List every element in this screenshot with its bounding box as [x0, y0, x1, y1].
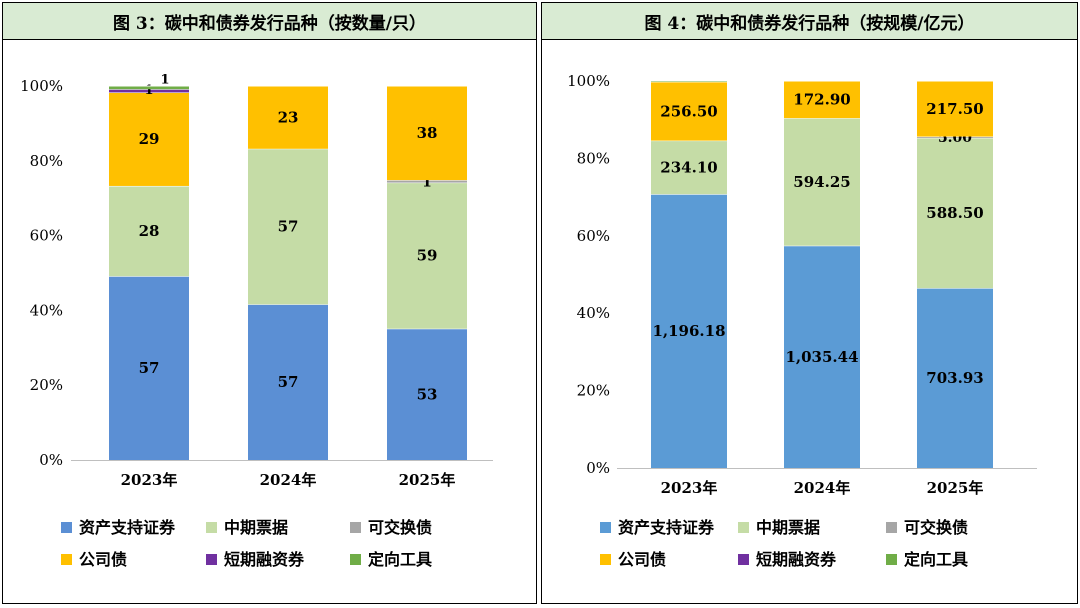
bar-segment: [109, 92, 189, 186]
data-label: 1,035.44: [785, 348, 858, 366]
x-category-label: 2023年: [661, 479, 718, 497]
bar-segment: [651, 140, 727, 195]
chart-1-svg: 0%20%40%60%80%100%572829112023年575723202…: [20, 73, 493, 569]
y-tick-label: 80%: [30, 152, 63, 170]
data-label: 29: [139, 130, 160, 148]
legend-swatch: [206, 522, 217, 533]
y-tick-label: 40%: [30, 301, 63, 319]
data-label: 57: [278, 373, 299, 391]
legend-label: 短期融资券: [756, 550, 837, 569]
x-category-label: 2024年: [260, 471, 317, 489]
data-label: 38: [417, 124, 438, 142]
legend-swatch: [206, 554, 217, 565]
chart-panel-2: 图 4：碳中和债券发行品种（按规模/亿元） 0% 20% 40% 60% 80% 100%…: [541, 2, 1078, 604]
y-tick-label: 100%: [20, 77, 63, 95]
legend-label: 中期票据: [756, 518, 820, 537]
y-tick-label: 0%: [586, 459, 610, 477]
legend-swatch: [738, 554, 749, 565]
bar-segment: [109, 185, 189, 277]
y-tick-label: 20%: [30, 376, 63, 394]
legend-swatch: [600, 554, 611, 565]
bar-segment: [387, 182, 467, 329]
legend-swatch: [350, 554, 361, 565]
bar-segment: [784, 81, 860, 119]
bar-segment: [109, 276, 189, 460]
legend-label: 可交换债: [904, 518, 968, 537]
bar-segment: [651, 81, 727, 141]
bar-segment: [917, 81, 993, 137]
legend-label: 资产支持证券: [618, 518, 715, 537]
legend-label: 公司债: [79, 550, 127, 569]
legend-swatch: [350, 522, 361, 533]
bar-segment: [784, 245, 860, 468]
legend-swatch: [61, 554, 72, 565]
bar-segment: [248, 148, 328, 305]
legend-swatch: [600, 522, 611, 533]
bar-segment: [109, 89, 189, 93]
y-tick-label: 20%: [577, 382, 610, 400]
legend-swatch: [738, 522, 749, 533]
bar-segment: [784, 118, 860, 246]
bar-segment: [248, 86, 328, 149]
bar-segment: [917, 137, 993, 289]
x-category-label: 2025年: [927, 479, 984, 497]
legend-label: 资产支持证券: [79, 518, 176, 537]
chart-panel-1: 图 3：碳中和债券发行品种（按数量/只） 0% 20% 40% 60% 80% 100% 5…: [2, 2, 537, 604]
data-label: 256.50: [660, 102, 717, 120]
chart-title-1: 图 3：碳中和债券发行品种（按数量/只）: [3, 3, 536, 40]
legend-label: 定向工具: [903, 550, 968, 569]
legend-label: 短期融资券: [224, 550, 305, 569]
data-label: 172.90: [793, 91, 850, 109]
x-category-label: 2023年: [121, 471, 178, 489]
legend-swatch: [886, 554, 897, 565]
y-tick-label: 100%: [567, 72, 610, 90]
bar-segment: [387, 180, 467, 183]
data-label: 28: [139, 222, 160, 240]
bar-segment: [248, 304, 328, 460]
legend-label: 中期票据: [224, 518, 288, 537]
bar-segment: [387, 86, 467, 181]
data-label: 1,196.18: [652, 322, 725, 340]
data-label: 1: [160, 73, 169, 88]
y-tick-label: 60%: [30, 227, 63, 245]
data-label: 594.25: [793, 173, 850, 191]
bar-segment: [917, 136, 993, 138]
data-label: 57: [278, 218, 299, 236]
legend-swatch: [61, 522, 72, 533]
legend-label: 定向工具: [367, 550, 432, 569]
chart-2-svg: 0% 20% 40% 60% 80% 100% 1,196.18 234.10 256.50 20…: [567, 72, 1037, 569]
data-label: 1: [422, 174, 432, 190]
bar-segment: [651, 194, 727, 468]
y-tick-label: 0%: [39, 451, 63, 469]
chart-title-2: 图 4：碳中和债券发行品种（按规模/亿元）: [542, 3, 1077, 40]
data-label: 1: [144, 83, 153, 98]
x-category-label: 2024年: [794, 479, 851, 497]
data-label: 217.50: [926, 100, 983, 118]
data-label: 57: [139, 359, 160, 377]
bar-segment: [109, 86, 189, 90]
data-label: 23: [278, 108, 299, 126]
legend-label: 公司债: [618, 550, 666, 569]
data-label: 703.93: [926, 369, 983, 387]
data-label: 588.50: [926, 204, 983, 222]
y-tick-label: 40%: [577, 304, 610, 322]
y-tick-label: 80%: [577, 149, 610, 167]
bar-segment: [917, 288, 993, 468]
legend-label: 可交换债: [368, 518, 432, 537]
x-category-label: 2025年: [399, 471, 456, 489]
bar-segment: [387, 328, 467, 460]
data-label: 234.10: [660, 158, 717, 176]
y-tick-label: 60%: [577, 227, 610, 245]
data-label: 59: [417, 247, 438, 265]
legend-swatch: [886, 522, 897, 533]
data-label: 53: [417, 385, 438, 403]
